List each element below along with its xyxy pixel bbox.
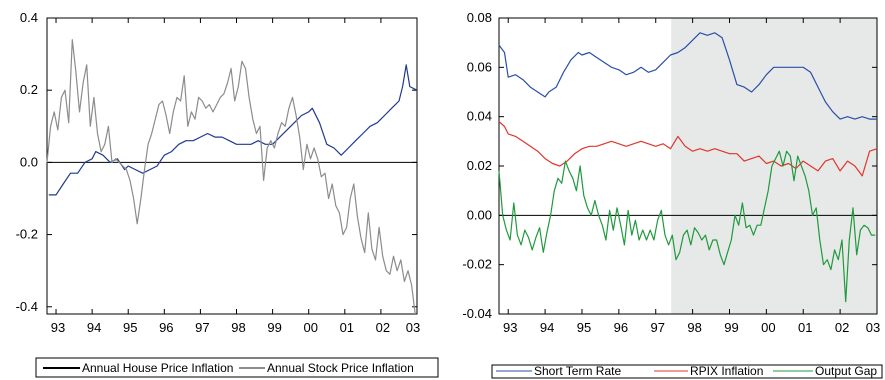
legend-label-rpix-inflation: RPIX Inflation [690, 364, 763, 378]
right-x-tick-label: 96 [614, 320, 628, 335]
left-x-tick-label: 95 [123, 320, 137, 335]
left-series-line-annual-house-price-inflation [48, 64, 418, 196]
legend-label-stock-price: Annual Stock Price Inflation [267, 361, 414, 375]
left-x-tick-label: 98 [231, 320, 245, 335]
right-x-tick-label: 97 [650, 320, 664, 335]
left-legend-box [35, 357, 439, 378]
right-series-line-output-gap [498, 150, 876, 303]
right-y-tick-label: -0.04 [462, 306, 492, 321]
left-y-tick-label: 0.2 [20, 82, 38, 97]
right-y-tick-label: 0.02 [467, 158, 492, 173]
left-y-tick-label: -0.4 [16, 299, 38, 314]
legend-label-house-price: Annual House Price Inflation [82, 361, 233, 375]
right-x-tick-label: 99 [724, 320, 738, 335]
legend-label-output-gap: Output Gap [815, 364, 877, 378]
right-y-tick-label: 0.06 [467, 59, 492, 74]
right-x-tick-label: 93 [503, 320, 517, 335]
left-x-tick-label: 97 [195, 320, 209, 335]
right-y-axis: 0.08 0.06 0.04 0.02 0.00 -0.02 -0.04 [462, 10, 877, 321]
right-x-tick-label: 03 [866, 320, 880, 335]
right-y-tick-label: 0.08 [467, 10, 492, 25]
right-series-line-rpix-inflation [498, 121, 878, 177]
left-x-tick-label: 96 [159, 320, 173, 335]
left-x-tick-label: 94 [87, 320, 101, 335]
right-shaded-region [671, 18, 877, 314]
right-series-group [498, 32, 878, 303]
right-y-tick-label: -0.02 [462, 257, 492, 272]
right-x-tick-label: 98 [687, 320, 701, 335]
right-x-tick-label: 00 [761, 320, 775, 335]
left-series-line-annual-stock-price-inflation [46, 39, 416, 315]
right-x-tick-label: 94 [540, 320, 554, 335]
right-x-tick-label: 01 [798, 320, 812, 335]
left-x-tick-label: 93 [51, 320, 65, 335]
left-y-axis: 0.4 0.2 0.0 -0.2 -0.4 [16, 10, 417, 314]
left-x-tick-label: 03 [406, 320, 420, 335]
left-x-tick-label: 99 [267, 320, 281, 335]
right-x-tick-label: 95 [577, 320, 591, 335]
legend-label-short-term-rate: Short Term Rate [534, 364, 621, 378]
left-y-tick-label: -0.2 [16, 227, 38, 242]
left-x-axis: 93 94 95 96 97 98 99 00 01 02 03 [51, 18, 420, 335]
left-x-tick-label: 01 [340, 320, 354, 335]
left-chart: 0.4 0.2 0.0 -0.2 -0.4 93 94 95 96 97 98 99 00 01 02 03 [16, 10, 421, 335]
right-series-line-short-term-rate [498, 32, 877, 120]
right-y-tick-label: 0.00 [467, 207, 492, 222]
left-x-tick-label: 02 [376, 320, 390, 335]
left-x-tick-label: 00 [303, 320, 317, 335]
left-series-group [46, 39, 418, 315]
right-legend: Short Term Rate RPIX Inflation Output Ga… [491, 364, 883, 379]
right-chart: 0.080.060.040.020.00-0.02-0.04 93 94 95 96 9… [462, 10, 880, 335]
right-x-tick-label: 02 [835, 320, 849, 335]
right-x-axis: 93 94 95 96 97 98 99 00 01 02 03 [503, 18, 880, 335]
left-legend: Annual House Price Inflation Annual Stoc… [35, 357, 439, 378]
left-y-tick-label: 0.4 [20, 10, 38, 25]
left-y-tick-label: 0.0 [20, 154, 38, 169]
right-y-tick-label: 0.04 [467, 109, 492, 124]
left-plot-frame [46, 17, 418, 315]
